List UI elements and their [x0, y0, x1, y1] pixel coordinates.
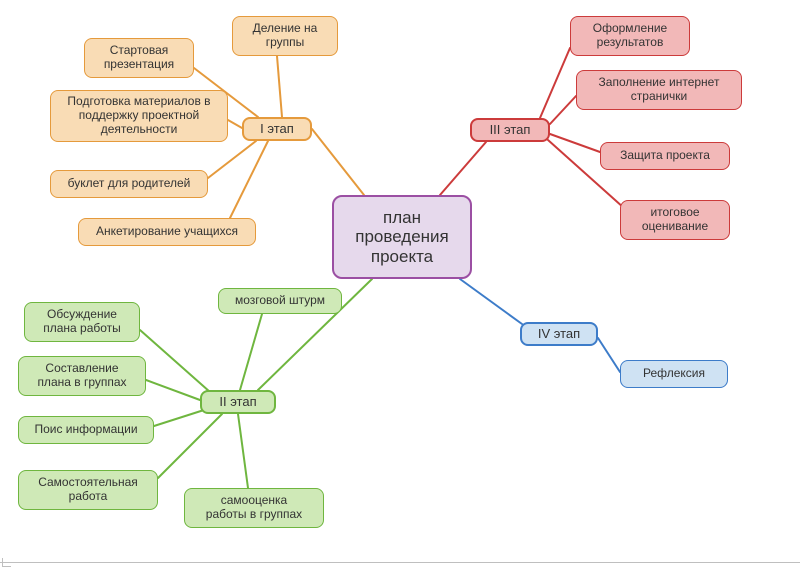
s3l2-node: Заполнение интернет странички [576, 70, 742, 110]
s1l1-node-label: Деление на группы [253, 22, 318, 50]
stage2-node: II этап [200, 390, 276, 414]
s3l2-node-label: Заполнение интернет странички [599, 76, 720, 104]
s3l3-node: Защита проекта [600, 142, 730, 170]
footer-rule [0, 562, 800, 563]
s1l3-node: Подготовка материалов в поддержку проект… [50, 90, 228, 142]
s4l1-node-label: Рефлексия [643, 367, 705, 381]
s2l1-node: мозговой штурм [218, 288, 342, 314]
s3l4-node: итоговое оценивание [620, 200, 730, 240]
stage1-node: I этап [242, 117, 312, 141]
s2l5-node: Самостоятельная работа [18, 470, 158, 510]
stage4-node: IV этап [520, 322, 598, 346]
s2l4-node-label: Поис информации [34, 423, 137, 437]
s2l3-node: Составление плана в группах [18, 356, 146, 396]
s2l4-node: Поис информации [18, 416, 154, 444]
s3l4-node-label: итоговое оценивание [642, 206, 708, 234]
s3l1-node: Оформление результатов [570, 16, 690, 56]
s1l1-node: Деление на группы [232, 16, 338, 56]
s2l6-node: самооценка работы в группах [184, 488, 324, 528]
stage1-node-label: I этап [260, 122, 294, 137]
s1l3-node-label: Подготовка материалов в поддержку проект… [67, 95, 210, 136]
s3l1-node-label: Оформление результатов [593, 22, 667, 50]
stage2-node-label: II этап [219, 395, 256, 410]
center-node-label: план проведения проекта [355, 208, 449, 267]
s1l5-node-label: Анкетирование учащихся [96, 225, 238, 239]
s2l6-node-label: самооценка работы в группах [206, 494, 302, 522]
s1l4-node: буклет для родителей [50, 170, 208, 198]
stage3-node-label: III этап [490, 123, 531, 138]
s1l5-node: Анкетирование учащихся [78, 218, 256, 246]
s1l2-node-label: Стартовая презентация [104, 44, 174, 72]
s1l4-node-label: буклет для родителей [68, 177, 191, 191]
s2l3-node-label: Составление плана в группах [37, 362, 126, 390]
center-node: план проведения проекта [332, 195, 472, 279]
stage3-node: III этап [470, 118, 550, 142]
s2l5-node-label: Самостоятельная работа [38, 476, 138, 504]
s3l3-node-label: Защита проекта [620, 149, 710, 163]
corner-mark [2, 558, 11, 567]
s4l1-node: Рефлексия [620, 360, 728, 388]
s2l2-node-label: Обсуждение плана работы [43, 308, 121, 336]
s2l1-node-label: мозговой штурм [235, 294, 325, 308]
s1l2-node: Стартовая презентация [84, 38, 194, 78]
stage4-node-label: IV этап [538, 327, 580, 342]
s2l2-node: Обсуждение плана работы [24, 302, 140, 342]
